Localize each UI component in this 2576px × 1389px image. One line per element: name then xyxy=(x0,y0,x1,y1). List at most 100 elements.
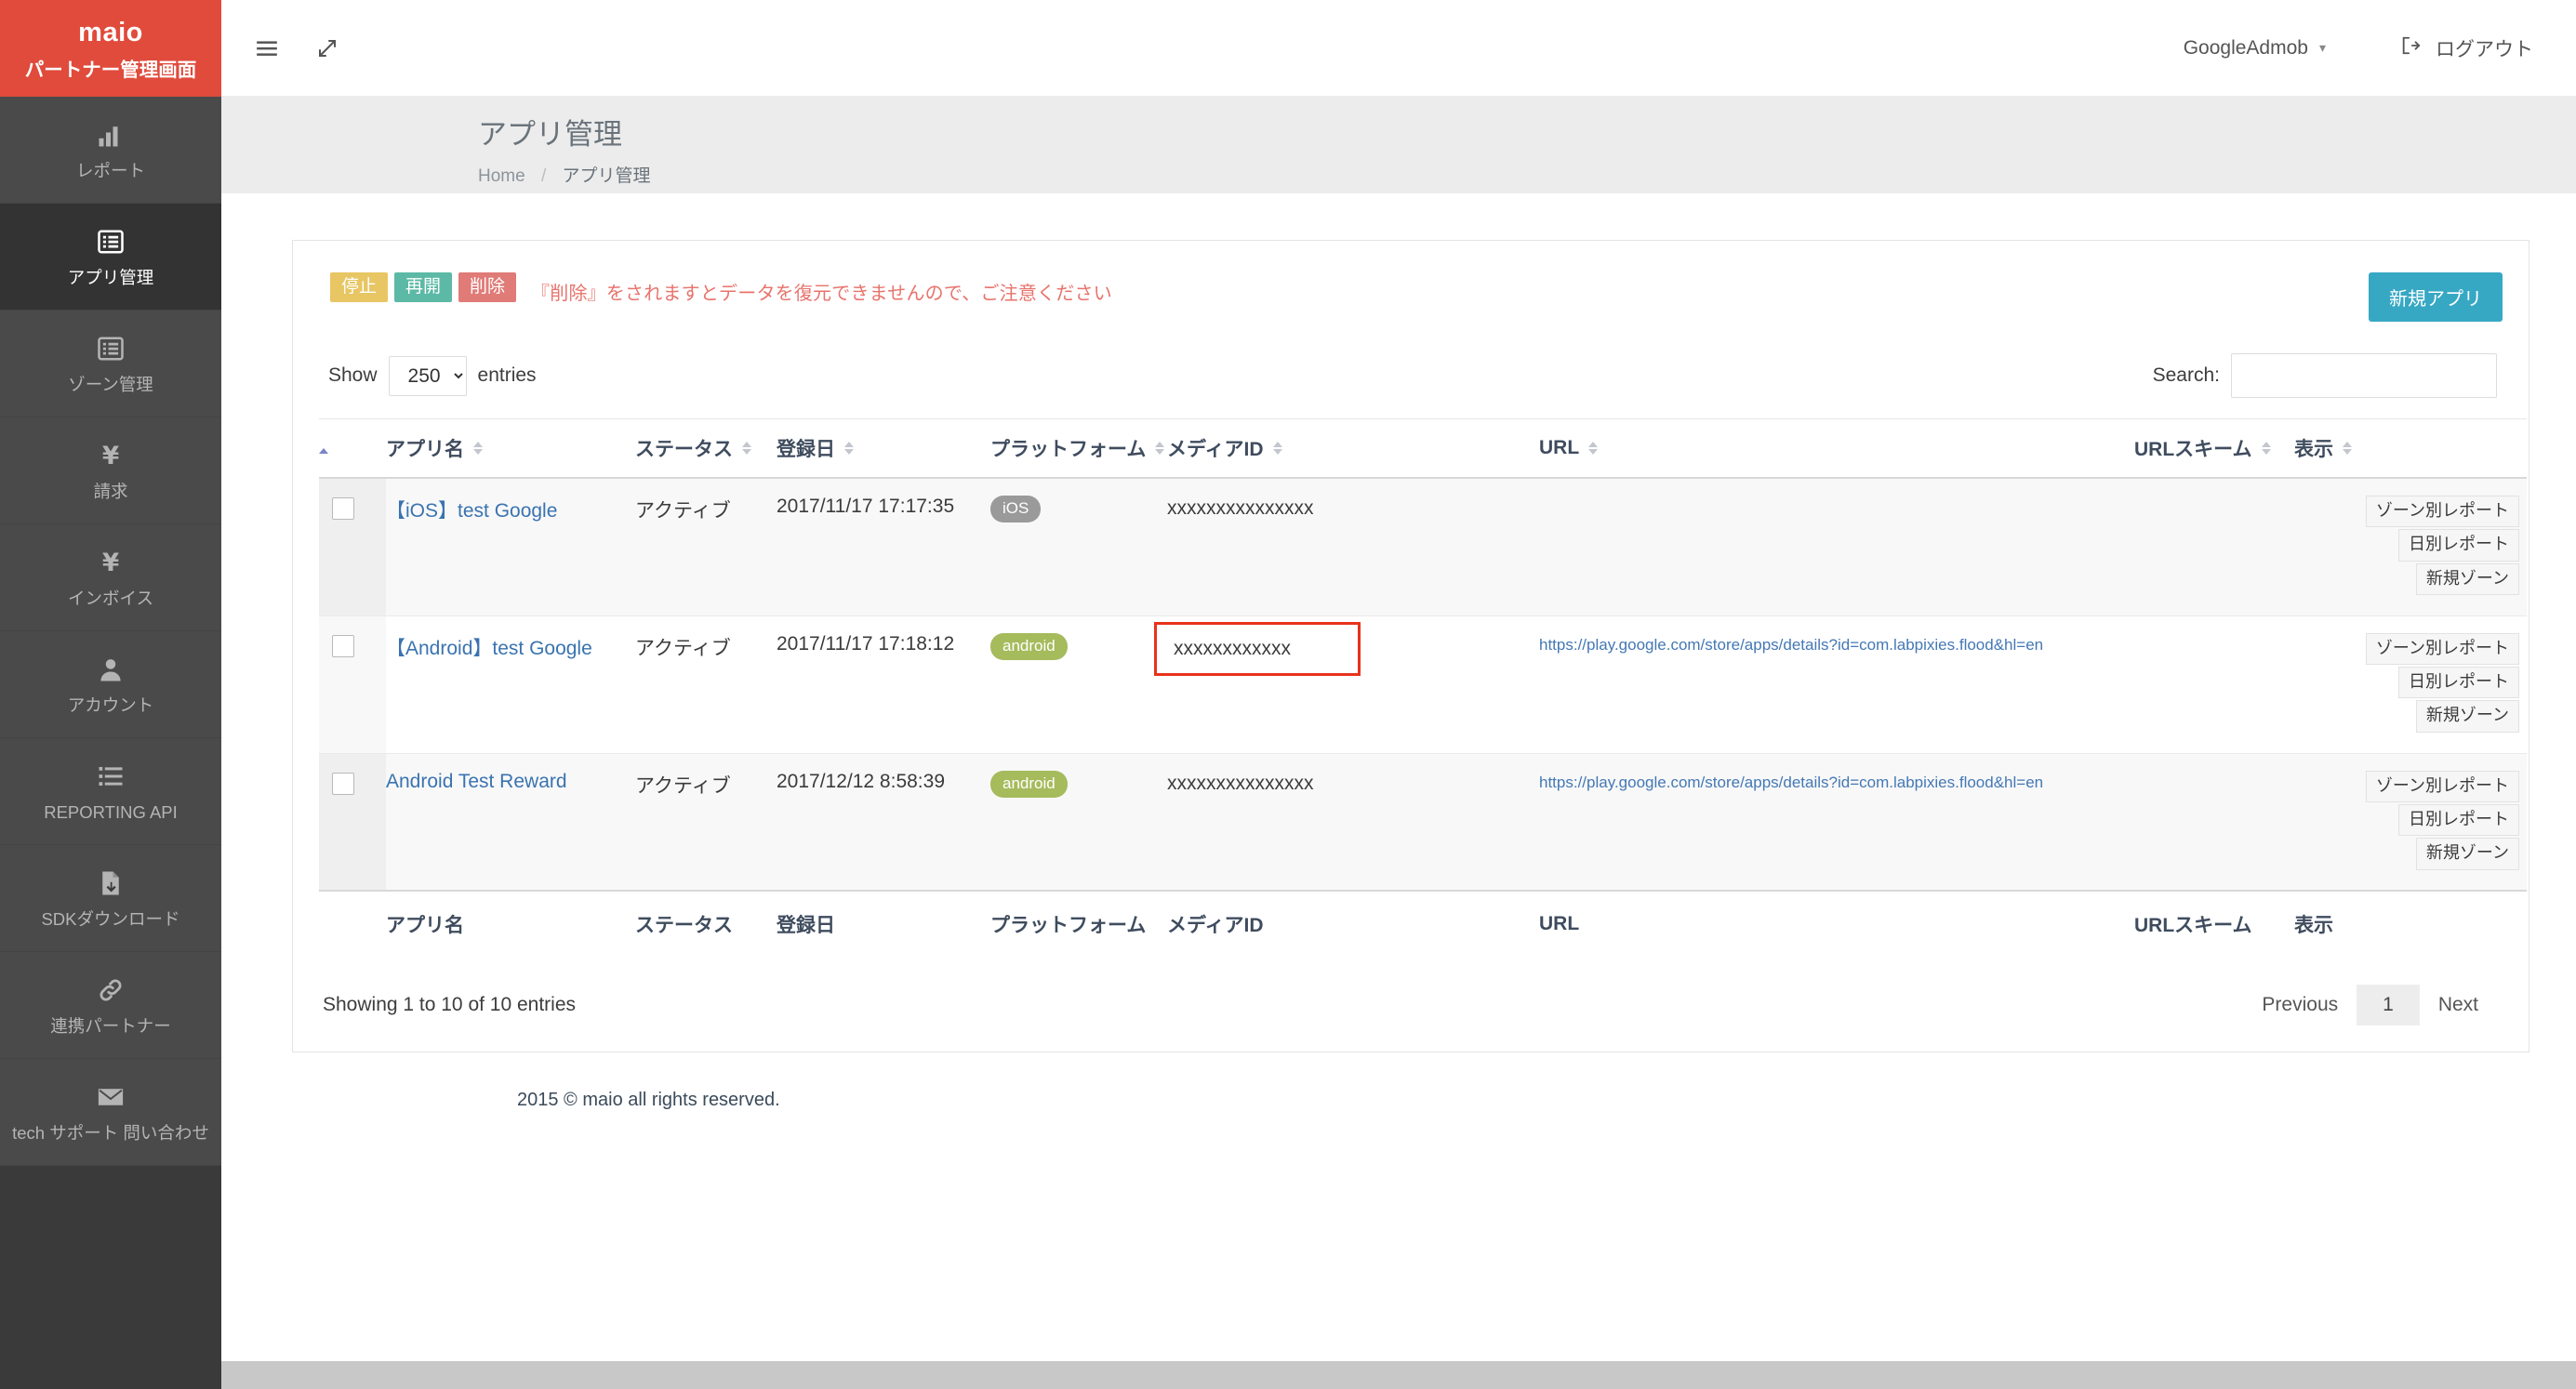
column-label: メディアID xyxy=(1167,439,1264,460)
search-input[interactable] xyxy=(2231,353,2497,398)
column-header-status[interactable]: ステータス xyxy=(635,418,777,479)
sort-icon xyxy=(1272,442,1282,455)
column-header-url-scheme[interactable]: URLスキーム xyxy=(2134,418,2294,479)
table-body: 【iOS】test Google アクティブ 2017/11/17 17:17:… xyxy=(319,478,2527,892)
page-length-select[interactable]: 250 xyxy=(388,355,467,396)
panel-toolbar: 停止 再開 削除 『削除』をされますとデータを復元できませんので、ご注意ください… xyxy=(319,272,2503,322)
column-label: 登録日 xyxy=(777,439,835,460)
sort-icon xyxy=(2343,442,2352,455)
table-filters: Show 250 entries Search: xyxy=(319,353,2503,398)
sidebar-item-label: アプリ管理 xyxy=(67,268,154,288)
app-name-link[interactable]: Android Test Reward xyxy=(386,770,567,792)
cell-app-name: 【iOS】test Google xyxy=(386,478,635,616)
cell-status: アクティブ xyxy=(635,753,777,892)
cell-url-scheme xyxy=(2134,753,2294,892)
column-header-registered[interactable]: 登録日 xyxy=(777,418,990,479)
app-name-link[interactable]: 【iOS】test Google xyxy=(386,500,558,522)
daily-report-button[interactable]: 日別レポート xyxy=(2398,666,2519,699)
brand-header[interactable]: maio パートナー管理画面 xyxy=(0,0,221,97)
sidebar-item-invoice[interactable]: ¥ インボイス xyxy=(0,524,221,631)
hamburger-icon[interactable] xyxy=(255,36,279,60)
sidebar-item-partners[interactable]: 連携パートナー xyxy=(0,952,221,1059)
breadcrumb: Home / アプリ管理 xyxy=(478,162,2576,187)
sort-icon xyxy=(844,442,854,455)
cell-url-scheme xyxy=(2134,478,2294,616)
column-header-display[interactable]: 表示 xyxy=(2294,418,2527,479)
row-action-buttons: ゾーン別レポート 日別レポート 新規ゾーン xyxy=(2294,770,2519,870)
row-checkbox[interactable] xyxy=(332,497,354,520)
cell-media-id: xxxxxxxxxxxx xyxy=(1154,615,1539,754)
footer-media-id: メディアID xyxy=(1167,890,1539,957)
app-url-link[interactable]: https://play.google.com/store/apps/detai… xyxy=(1539,773,2044,791)
footer-display: 表示 xyxy=(2294,890,2527,957)
page-number-1[interactable]: 1 xyxy=(2357,985,2420,1025)
cell-display-actions: ゾーン別レポート 日別レポート 新規ゾーン xyxy=(2294,478,2527,616)
user-icon xyxy=(97,652,125,687)
sidebar-item-label: アカウント xyxy=(67,695,154,716)
cell-url: https://play.google.com/store/apps/detai… xyxy=(1539,753,2134,892)
breadcrumb-home[interactable]: Home xyxy=(478,165,525,186)
cell-url-scheme xyxy=(2134,615,2294,754)
previous-page-button[interactable]: Previous xyxy=(2262,994,2339,1015)
cell-app-name: Android Test Reward xyxy=(386,753,635,892)
cell-media-id: xxxxxxxxxxxxxxx xyxy=(1167,753,1539,892)
account-menu[interactable]: GoogleAdmob ▾ xyxy=(2184,37,2326,60)
sidebar-item-zone-management[interactable]: ゾーン管理 xyxy=(0,311,221,417)
platform-badge: iOS xyxy=(990,496,1042,523)
column-header-media-id[interactable]: メディアID xyxy=(1167,418,1539,479)
svg-text:¥: ¥ xyxy=(102,549,119,576)
sidebar-item-billing[interactable]: ¥ 請求 xyxy=(0,417,221,524)
table-row[interactable]: 【Android】test Google アクティブ 2017/11/17 17… xyxy=(319,615,2527,754)
delete-button[interactable]: 削除 xyxy=(458,272,517,302)
sidebar-item-account[interactable]: アカウント xyxy=(0,631,221,738)
sidebar-item-tech-support[interactable]: tech サポート 問い合わせ xyxy=(0,1059,221,1166)
sidebar-nav: レポート アプリ管理 ゾーン管理 ¥ 請求 xyxy=(0,97,221,1166)
yen-icon: ¥ xyxy=(97,438,125,473)
cell-platform: android xyxy=(990,753,1167,892)
cell-app-name: 【Android】test Google xyxy=(386,615,635,754)
app-name-link[interactable]: 【Android】test Google xyxy=(386,637,592,659)
expand-arrows-icon[interactable] xyxy=(316,37,339,60)
table-footer-controls: Showing 1 to 10 of 10 entries Previous 1… xyxy=(319,985,2503,1025)
column-header-name[interactable]: アプリ名 xyxy=(386,418,635,479)
zone-report-button[interactable]: ゾーン別レポート xyxy=(2365,632,2519,665)
table-row[interactable]: 【iOS】test Google アクティブ 2017/11/17 17:17:… xyxy=(319,478,2527,616)
daily-report-button[interactable]: 日別レポート xyxy=(2398,803,2519,837)
daily-report-button[interactable]: 日別レポート xyxy=(2398,529,2519,562)
copyright-text: 2015 © maio all rights reserved. xyxy=(517,1090,780,1110)
sidebar-item-label: SDKダウンロード xyxy=(41,909,180,930)
list-alt-icon xyxy=(97,224,125,259)
sidebar-item-app-management[interactable]: アプリ管理 xyxy=(0,204,221,311)
new-zone-button[interactable]: 新規ゾーン xyxy=(2415,838,2519,870)
sidebar-item-sdk-download[interactable]: SDKダウンロード xyxy=(0,845,221,952)
column-header-checkbox[interactable] xyxy=(319,418,386,479)
zone-report-button[interactable]: ゾーン別レポート xyxy=(2365,770,2519,802)
table-head: アプリ名 ステータス xyxy=(319,418,2527,479)
sidebar-item-reporting-api[interactable]: REPORTING API xyxy=(0,738,221,845)
cell-platform: iOS xyxy=(990,478,1167,616)
sidebar-item-report[interactable]: レポート xyxy=(0,97,221,204)
column-label: 表示 xyxy=(2294,439,2333,460)
column-label: URLスキーム xyxy=(2134,439,2252,460)
column-header-url[interactable]: URL xyxy=(1539,418,2134,479)
footer-platform: プラットフォーム xyxy=(990,890,1167,957)
cell-media-id: xxxxxxxxxxxxxxx xyxy=(1167,478,1539,616)
logout-button[interactable]: ログアウト xyxy=(2400,34,2533,62)
footer-url: URL xyxy=(1539,890,2134,957)
resume-button[interactable]: 再開 xyxy=(394,272,453,302)
sidebar-item-label: インボイス xyxy=(68,589,153,609)
row-checkbox[interactable] xyxy=(332,772,354,795)
zone-report-button[interactable]: ゾーン別レポート xyxy=(2365,496,2519,528)
row-action-buttons: ゾーン別レポート 日別レポート 新規ゾーン xyxy=(2294,632,2519,733)
app-url-link[interactable]: https://play.google.com/store/apps/detai… xyxy=(1539,635,2044,654)
column-header-platform[interactable]: プラットフォーム xyxy=(990,418,1167,479)
footer-registered: 登録日 xyxy=(777,890,990,957)
stop-button[interactable]: 停止 xyxy=(330,272,389,302)
next-page-button[interactable]: Next xyxy=(2437,994,2478,1015)
new-app-button[interactable]: 新規アプリ xyxy=(2369,272,2503,322)
row-checkbox[interactable] xyxy=(332,634,354,657)
new-zone-button[interactable]: 新規ゾーン xyxy=(2415,562,2519,596)
table-row[interactable]: Android Test Reward アクティブ 2017/12/12 8:5… xyxy=(319,753,2527,892)
list-ul-icon xyxy=(97,759,125,794)
new-zone-button[interactable]: 新規ゾーン xyxy=(2415,700,2519,733)
